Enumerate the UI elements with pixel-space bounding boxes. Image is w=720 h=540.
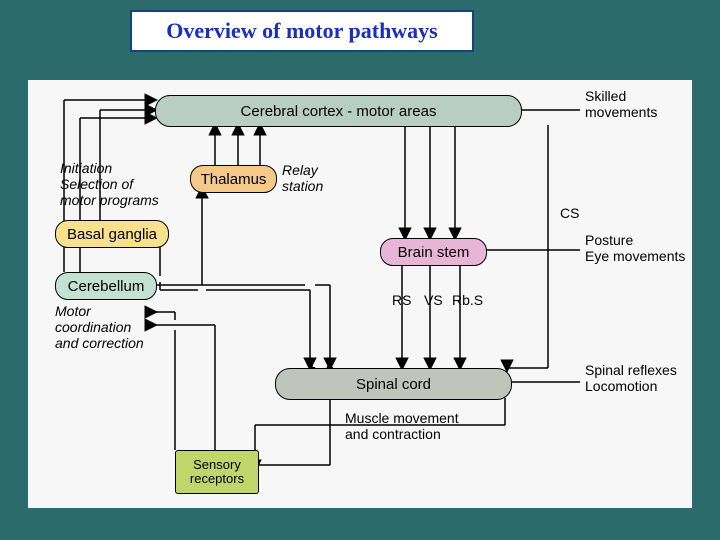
node-cortex: Cerebral cortex - motor areas: [155, 95, 522, 127]
label-num2: 2: [326, 355, 334, 371]
arrows-layer: [0, 0, 720, 540]
node-thalamus: Thalamus: [190, 165, 277, 193]
label-relay: Relay station: [282, 162, 323, 194]
label-muscle: Muscle movement and contraction: [345, 410, 459, 442]
label-rbs: Rb.S: [452, 292, 483, 308]
node-spinal: Spinal cord: [275, 368, 512, 400]
label-vs: VS: [424, 292, 443, 308]
label-motorcoord: Motor coordination and correction: [55, 303, 144, 351]
node-cereb: Cerebellum: [55, 272, 157, 300]
node-brainstem: Brain stem: [380, 238, 487, 266]
label-num1: 1: [308, 355, 316, 371]
label-rs: RS: [392, 292, 411, 308]
label-initiation: Initiation Selection of motor programs: [60, 160, 159, 208]
label-cs: CS: [560, 205, 579, 221]
node-basal: Basal ganglia: [55, 220, 169, 248]
label-spinalref: Spinal reflexes Locomotion: [585, 362, 677, 394]
label-skilled: Skilled movements: [585, 88, 657, 120]
node-sensory: Sensory receptors: [175, 450, 259, 494]
label-posture: Posture Eye movements: [585, 232, 685, 264]
